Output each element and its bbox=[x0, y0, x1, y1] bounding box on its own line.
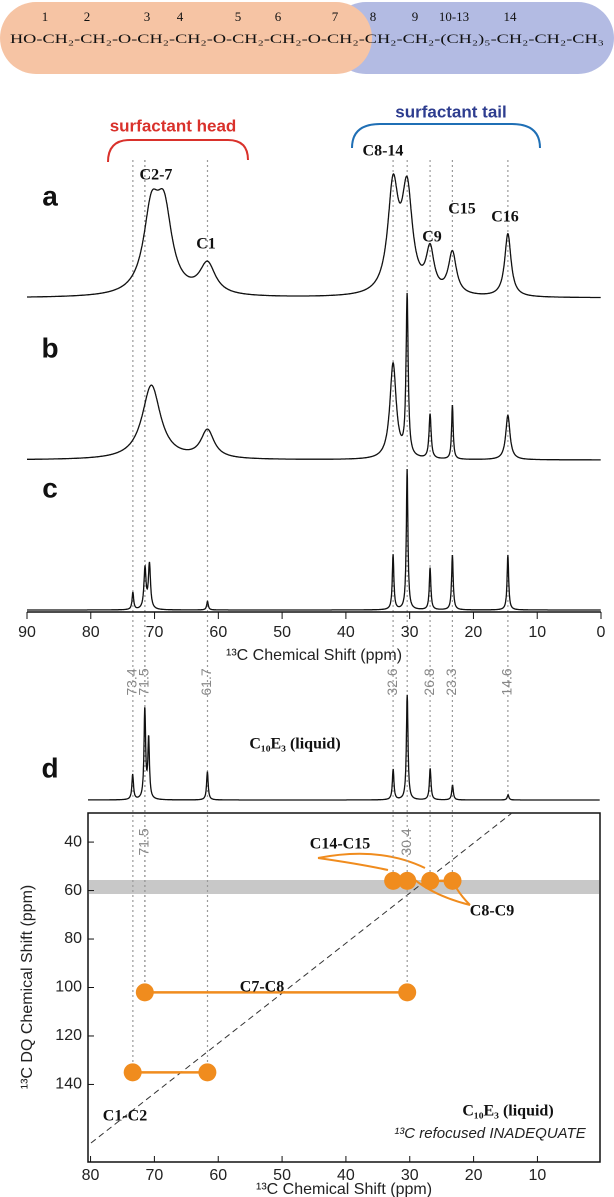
x-tick-label: 50 bbox=[273, 624, 291, 641]
atom-number: 6 bbox=[275, 9, 282, 24]
connector bbox=[317, 852, 426, 869]
shift-label: 71.5 bbox=[136, 828, 152, 855]
cross-peak-label: C1-C2 bbox=[103, 1108, 147, 1125]
spectrum-title: C₁₀E₃ (liquid) bbox=[249, 736, 340, 753]
x-tick-label: 40 bbox=[337, 1167, 355, 1184]
panel-letter: d bbox=[41, 752, 58, 783]
spectrum bbox=[27, 292, 601, 461]
y-tick-label: 100 bbox=[55, 979, 82, 996]
shift-label: 32.6 bbox=[384, 668, 400, 695]
atom-number: 1 bbox=[42, 9, 49, 24]
atom-number: 2 bbox=[84, 9, 91, 24]
x-tick-label: 80 bbox=[82, 624, 100, 641]
y-tick-label: 120 bbox=[55, 1027, 82, 1044]
cross-peak bbox=[443, 871, 462, 890]
y-tick-label: 40 bbox=[64, 833, 82, 850]
shift-label: 61.7 bbox=[198, 668, 214, 695]
group-label: surfactant head bbox=[110, 116, 237, 135]
cross-peak-label: C8-C9 bbox=[470, 903, 514, 920]
cross-peak bbox=[135, 983, 154, 1002]
peak-label: C9 bbox=[422, 229, 442, 246]
atom-number: 10-13 bbox=[439, 9, 469, 24]
peak-label: C8-14 bbox=[363, 143, 404, 160]
x-tick-label: 40 bbox=[337, 624, 355, 641]
group-label: surfactant tail bbox=[395, 102, 506, 121]
x-tick-label: 80 bbox=[82, 1167, 100, 1184]
experiment-label: ¹³C refocused INADEQUATE bbox=[394, 1125, 586, 1142]
spectrum bbox=[27, 173, 601, 299]
x-tick-label: 70 bbox=[146, 624, 164, 641]
x-tick-label: 60 bbox=[209, 624, 227, 641]
t1-noise-band bbox=[89, 880, 599, 894]
head-region bbox=[0, 2, 372, 74]
x-tick-label: 20 bbox=[465, 1167, 483, 1184]
atom-number: 3 bbox=[144, 9, 151, 24]
y-axis-title: ¹³C DQ Chemical Shift (ppm) bbox=[19, 885, 36, 1089]
x-tick-label: 20 bbox=[465, 624, 483, 641]
x-tick-label: 10 bbox=[529, 1167, 547, 1184]
x-axis-title: ¹³C Chemical Shift (ppm) bbox=[256, 1181, 432, 1197]
diagonal bbox=[90, 812, 513, 1144]
x-tick-label: 0 bbox=[597, 624, 606, 641]
cross-peak-label: C14-C15 bbox=[310, 836, 370, 853]
shift-label: 71.5 bbox=[136, 668, 152, 695]
x-tick-label: 30 bbox=[401, 1167, 419, 1184]
atom-number: 5 bbox=[235, 9, 242, 24]
cross-peak bbox=[384, 871, 403, 890]
shift-label: 73.4 bbox=[124, 668, 140, 695]
shift-label: 26.8 bbox=[421, 668, 437, 695]
x-tick-label: 70 bbox=[145, 1167, 163, 1184]
x-tick-label: 30 bbox=[401, 624, 419, 641]
formula: HO-CH₂-CH₂-O-CH₂-CH₂-O-CH₂-CH₂-O-CH₂-CH₂… bbox=[10, 31, 604, 46]
atom-number: 4 bbox=[177, 9, 184, 24]
shift-label: 30.4 bbox=[398, 828, 414, 855]
cross-peak bbox=[198, 1063, 217, 1082]
atom-number: 8 bbox=[370, 9, 377, 24]
shift-label: 23.3 bbox=[443, 668, 459, 695]
x-tick-label: 60 bbox=[209, 1167, 227, 1184]
spectrum bbox=[88, 694, 600, 801]
tail-bracket bbox=[351, 123, 541, 149]
spectrum bbox=[27, 468, 601, 611]
y-tick-label: 140 bbox=[55, 1076, 82, 1093]
atom-number: 9 bbox=[412, 9, 419, 24]
sample-label: C₁₀E₃ (liquid) bbox=[462, 1103, 553, 1120]
x-tick-label: 90 bbox=[18, 624, 36, 641]
panel-letter: b bbox=[41, 332, 58, 363]
tail-region bbox=[330, 2, 614, 74]
head-bracket bbox=[107, 139, 249, 163]
x-axis-title: ¹³C Chemical Shift (ppm) bbox=[226, 647, 402, 664]
shift-label: 14.6 bbox=[499, 668, 515, 695]
peak-label: C1 bbox=[196, 236, 216, 253]
cross-peak bbox=[123, 1063, 142, 1082]
peak-label: C15 bbox=[448, 201, 476, 218]
atom-number: 14 bbox=[504, 9, 518, 24]
peak-label: C2-7 bbox=[140, 167, 173, 184]
cross-peak-label: C7-C8 bbox=[240, 979, 284, 996]
panel-letter: a bbox=[42, 180, 58, 211]
panel-letter: c bbox=[42, 472, 58, 503]
connector bbox=[317, 857, 389, 871]
y-tick-label: 80 bbox=[64, 930, 82, 947]
atom-number: 7 bbox=[332, 9, 339, 24]
x-tick-label: 50 bbox=[273, 1167, 291, 1184]
y-tick-label: 60 bbox=[64, 882, 82, 899]
cross-peak bbox=[398, 871, 417, 890]
cross-peak bbox=[421, 871, 440, 890]
x-tick-label: 10 bbox=[528, 624, 546, 641]
cross-peak bbox=[398, 983, 417, 1002]
peak-label: C16 bbox=[491, 209, 519, 226]
